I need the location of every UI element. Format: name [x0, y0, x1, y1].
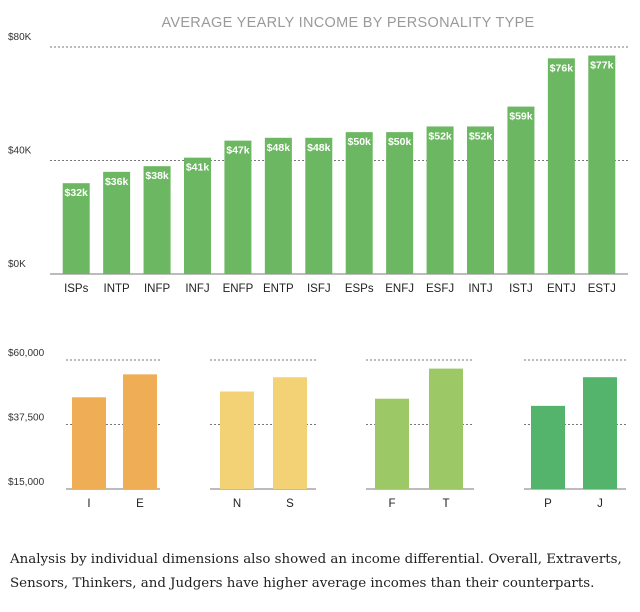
y-tick-label: $0K: [8, 259, 26, 270]
bar: [507, 106, 535, 275]
x-tick-label: ISPs: [64, 283, 89, 295]
x-tick-label: E: [136, 498, 144, 510]
bar: [345, 132, 373, 274]
bar: [547, 58, 575, 274]
x-tick-label: INFP: [144, 283, 171, 295]
y-tick-label: $60,000: [8, 348, 45, 359]
x-tick-label: N: [233, 498, 241, 510]
bar: [426, 126, 454, 274]
x-tick-label: ESTJ: [588, 283, 616, 295]
bar: [103, 171, 131, 274]
data-label: $36k: [105, 176, 129, 188]
data-label: $52k: [469, 130, 493, 142]
bar: [429, 368, 463, 489]
data-label: $48k: [307, 142, 331, 154]
bar: [143, 166, 171, 274]
bar: [583, 377, 617, 489]
data-label: $50k: [388, 136, 412, 148]
x-tick-label: P: [544, 498, 552, 510]
bar: [386, 132, 414, 274]
data-label: $47k: [226, 145, 250, 157]
data-label: $48k: [267, 142, 291, 154]
x-tick-label: INTP: [104, 283, 131, 295]
bar: [531, 405, 565, 489]
data-label: $76k: [550, 62, 574, 74]
bar: [264, 137, 292, 274]
bar: [375, 398, 409, 489]
bar: [184, 157, 211, 274]
x-tick-label: ENTJ: [547, 283, 576, 295]
x-tick-label: INFJ: [185, 283, 209, 295]
x-tick-label: ISTJ: [509, 283, 533, 295]
y-tick-label: $40K: [8, 146, 32, 157]
x-tick-label: ESPs: [345, 283, 374, 295]
data-label: $52k: [428, 130, 452, 142]
bar: [220, 391, 254, 489]
data-label: $59k: [509, 111, 533, 123]
bar: [273, 377, 307, 489]
x-tick-label: F: [388, 498, 395, 510]
x-tick-label: ESFJ: [426, 283, 454, 295]
bar: [305, 137, 333, 274]
x-tick-label: INTJ: [468, 283, 492, 295]
y-tick-label: $37,500: [8, 413, 45, 424]
y-tick-label: $80K: [8, 32, 32, 43]
x-tick-label: ENFJ: [385, 283, 414, 295]
bar: [588, 55, 616, 275]
bar: [62, 183, 90, 274]
data-label: $32k: [65, 187, 89, 199]
dimension-bar-charts: $15,000 $37,500 $60,000 I E N S F T P J: [8, 348, 626, 510]
caption: Analysis by individual dimensions also s…: [10, 552, 622, 591]
bar: [72, 397, 106, 489]
x-tick-label: ENTP: [263, 283, 294, 295]
top-bar-chart: $0K $40K $80K $32k ISPs $36k INTP $38k INFP $41k I…: [8, 32, 628, 295]
bar: [224, 140, 252, 274]
x-tick-label: J: [597, 498, 603, 510]
x-tick-label: I: [87, 498, 90, 510]
chart-title: AVERAGE YEARLY INCOME BY PERSONALITY TYP…: [161, 15, 534, 31]
data-label: $77k: [590, 60, 614, 72]
x-tick-label: ISFJ: [307, 283, 331, 295]
bar: [123, 374, 157, 489]
chart: AVERAGE YEARLY INCOME BY PERSONALITY TYP…: [8, 15, 628, 510]
data-label: $38k: [145, 170, 169, 182]
bar: [467, 126, 494, 274]
data-label: $41k: [186, 162, 210, 174]
y-tick-label: $15,000: [8, 477, 45, 488]
x-tick-label: S: [286, 498, 294, 510]
x-tick-label: ENFP: [223, 283, 254, 295]
x-tick-label: T: [442, 498, 449, 510]
data-label: $50k: [348, 136, 372, 148]
